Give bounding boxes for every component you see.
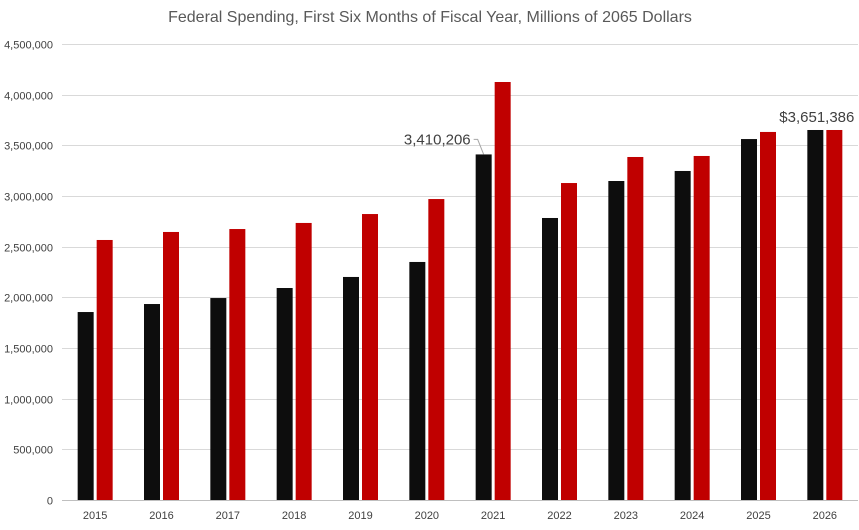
- bar-2023-series-1: [608, 181, 625, 500]
- x-tick-label: 2020: [415, 510, 439, 522]
- bar-2017-series-2: [229, 229, 246, 500]
- x-tick-label: 2019: [348, 510, 372, 522]
- bar-2015-series-2: [96, 239, 113, 500]
- bar-2026-series-2: [826, 129, 843, 500]
- bar-2026-series-1: [807, 129, 824, 500]
- bar-2018-series-2: [295, 222, 312, 501]
- bar-2015-series-1: [77, 312, 94, 500]
- y-tick-label: 4,500,000: [4, 40, 53, 52]
- y-tick-label: 2,000,000: [4, 293, 53, 305]
- annotation-leader-line: [473, 138, 485, 155]
- bar-2017-series-1: [210, 298, 227, 500]
- data-label: 3,410,206: [404, 131, 471, 148]
- y-tick-label: 3,500,000: [4, 141, 53, 153]
- x-tick-label: 2024: [680, 510, 704, 522]
- data-label: $3,651,386: [779, 109, 854, 126]
- x-tick-label: 2025: [746, 510, 770, 522]
- x-tick-label: 2017: [216, 510, 240, 522]
- bar-2018-series-1: [276, 288, 293, 500]
- x-tick-label: 2018: [282, 510, 306, 522]
- x-tick-label: 2021: [481, 510, 505, 522]
- bar-2022-series-2: [561, 183, 577, 500]
- bar-2019-series-1: [343, 276, 359, 500]
- y-tick-label: 500,000: [13, 445, 53, 457]
- chart-title: Federal Spending, First Six Months of Fi…: [168, 9, 692, 26]
- y-tick-label: 4,000,000: [4, 91, 53, 103]
- bar-2016-series-2: [163, 231, 179, 500]
- bar-2024-series-2: [693, 155, 710, 500]
- y-tick-label: 1,000,000: [4, 395, 53, 407]
- bar-2019-series-2: [362, 214, 378, 500]
- y-tick-label: 1,500,000: [4, 344, 53, 356]
- bar-2021-series-2: [494, 82, 511, 500]
- bar-2023-series-2: [627, 156, 644, 500]
- bar-2021-series-1: [475, 154, 492, 500]
- bar-2025-series-2: [760, 131, 776, 500]
- x-tick-label: 2026: [813, 510, 837, 522]
- bar-2020-series-1: [409, 261, 426, 500]
- bar-2016-series-1: [144, 304, 160, 500]
- bar-2020-series-2: [428, 199, 445, 501]
- x-tick-label: 2023: [614, 510, 638, 522]
- bar-2022-series-1: [542, 217, 558, 501]
- bar-2025-series-1: [741, 139, 757, 500]
- x-tick-label: 2022: [547, 510, 571, 522]
- bar-2024-series-1: [674, 170, 691, 500]
- y-tick-label: 2,500,000: [4, 243, 53, 255]
- x-tick-label: 2016: [149, 510, 173, 522]
- y-tick-label: 0: [47, 496, 53, 508]
- x-tick-label: 2015: [83, 510, 107, 522]
- y-tick-label: 3,000,000: [4, 192, 53, 204]
